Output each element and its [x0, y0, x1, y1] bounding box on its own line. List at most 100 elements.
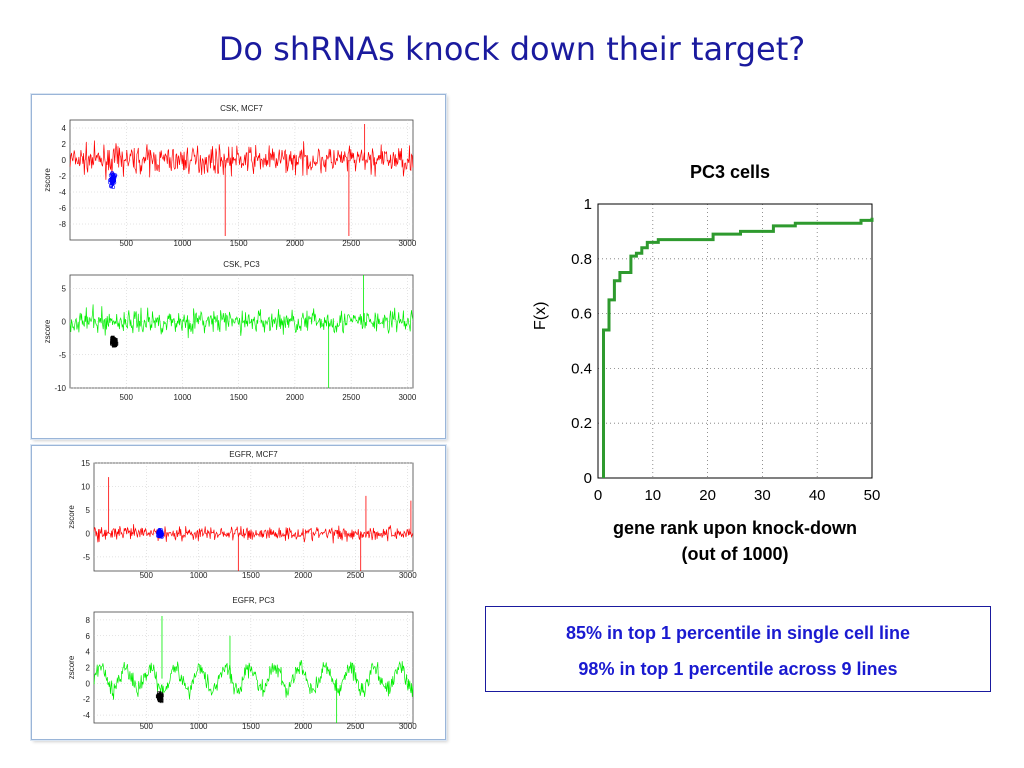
cdf-y-tick-label: 0.6 — [571, 306, 592, 323]
x-tick-label: 2500 — [347, 571, 365, 580]
plot-ylabel: zscore — [67, 505, 76, 529]
x-tick-label: 2000 — [286, 239, 304, 248]
x-tick-label: 2500 — [347, 722, 365, 731]
target-point — [108, 178, 112, 183]
x-tick-label: 1500 — [242, 722, 260, 731]
y-tick-label: 8 — [86, 616, 91, 625]
csk-mcf7-plot: CSK, MCF7 zscore 4 2 0 -2 -4 -6 -8 500 1000 1500 200… — [43, 104, 417, 248]
y-tick-label: -5 — [83, 553, 91, 562]
y-tick-label: -2 — [59, 172, 67, 181]
target-point — [157, 698, 162, 703]
plot-ylabel: zscore — [43, 168, 52, 192]
egfr-plots-svg: EGFR, MCF7 zscore 15 10 5 0 -5 500 1000 1500 2000 2… — [67, 450, 417, 731]
x-tick-label: 1500 — [242, 571, 260, 580]
y-tick-label: 0 — [86, 679, 91, 688]
cdf-y-tick-label: 0.8 — [571, 251, 592, 268]
y-tick-label: -8 — [59, 220, 67, 229]
cdf-x-tick-label: 30 — [754, 487, 771, 504]
target-point — [159, 534, 164, 539]
cdf-y-tick-label: 0 — [584, 470, 592, 487]
cdf-x-tick-label: 10 — [644, 487, 661, 504]
y-tick-label: 0 — [62, 318, 67, 327]
cdf-step-line — [602, 217, 874, 478]
csk-pc3-plot: CSK, PC3 zscore 5 0 -5 -10 500 1000 1500 2000 2500… — [43, 260, 417, 402]
x-tick-label: 1000 — [190, 571, 208, 580]
plot-frame — [93, 462, 414, 572]
stat-line-2: 98% in top 1 percentile across 9 lines — [578, 659, 898, 679]
y-tick-label: 2 — [86, 664, 91, 673]
x-tick-label: 3000 — [399, 571, 417, 580]
target-point — [159, 528, 164, 533]
x-tick-label: 500 — [140, 722, 154, 731]
plot-frame — [69, 119, 414, 241]
cdf-xlabel: gene rank upon knock-down (out of 1000) — [570, 515, 900, 567]
cdf-x-tick-label: 40 — [809, 487, 826, 504]
cdf-svg: 00.20.40.60.810 10 20 30 40 50 — [571, 196, 881, 504]
plot-title: EGFR, MCF7 — [229, 450, 278, 459]
y-tick-label: 2 — [62, 140, 67, 149]
cdf-title: PC3 cells — [689, 162, 771, 182]
target-point — [159, 530, 164, 534]
cdf-y-tick-label: 1 — [584, 196, 592, 213]
target-point — [110, 336, 115, 341]
cdf-xlabel-line-2: (out of 1000) — [681, 544, 789, 564]
y-tick-label: 0 — [62, 156, 67, 165]
target-point — [158, 696, 163, 700]
y-tick-label: -5 — [59, 351, 67, 360]
cdf-x-tick-label: 0 — [594, 487, 602, 504]
plot-ylabel: zscore — [43, 319, 52, 343]
y-tick-label: 6 — [86, 632, 91, 641]
x-tick-label: 500 — [120, 393, 134, 402]
x-tick-label: 2500 — [342, 393, 360, 402]
y-tick-label: 0 — [86, 529, 91, 538]
y-tick-label: 5 — [62, 284, 67, 293]
egfr-mcf7-plot: EGFR, MCF7 zscore 15 10 5 0 -5 500 1000 1500 2000 2… — [67, 450, 417, 580]
target-point — [157, 534, 162, 539]
y-tick-label: 4 — [62, 124, 67, 133]
x-tick-label: 1500 — [230, 239, 248, 248]
x-tick-label: 2500 — [342, 239, 360, 248]
stats-box: 85% in top 1 percentile in single cell l… — [485, 606, 991, 692]
target-point — [111, 179, 116, 184]
target-point — [108, 173, 113, 178]
y-tick-label: -6 — [59, 204, 67, 213]
y-tick-label: -10 — [54, 384, 66, 393]
egfr-pc3-plot: EGFR, PC3 zscore 8 6 4 2 0 -2 -4 500 1000 1500 2000 2… — [67, 596, 417, 731]
cdf-chart: PC3 cells F(x) 0 0.2 0.4 0.6 0.8 1 0 10 20 30 40 50… — [532, 150, 900, 580]
cdf-y-tick-label: 0.4 — [571, 360, 592, 377]
target-point — [110, 179, 115, 183]
plot-title: EGFR, PC3 — [232, 596, 275, 605]
slide-title: Do shRNAs knock down their target? — [218, 30, 806, 68]
y-tick-label: -4 — [59, 188, 67, 197]
cdf-y-tick-label: 0.2 — [571, 415, 592, 432]
cdf-x-tick-label: 50 — [864, 487, 881, 504]
csk-plots-panel: CSK, MCF7 zscore 4 2 0 -2 -4 -6 -8 500 1000 1500 200… — [31, 94, 446, 439]
x-tick-label: 2000 — [294, 571, 312, 580]
plot-title: CSK, PC3 — [223, 260, 260, 269]
target-point — [110, 181, 115, 186]
x-tick-label: 1000 — [174, 239, 192, 248]
plot-title: CSK, MCF7 — [220, 104, 263, 113]
plot-ylabel: zscore — [67, 655, 76, 679]
x-tick-label: 1000 — [174, 393, 192, 402]
x-tick-label: 3000 — [399, 722, 417, 731]
y-tick-label: 15 — [81, 459, 90, 468]
target-point — [158, 530, 163, 535]
csk-plots-svg: CSK, MCF7 zscore 4 2 0 -2 -4 -6 -8 500 1000 1500 200… — [43, 104, 417, 402]
zscore-series-line — [69, 304, 414, 339]
x-tick-label: 500 — [140, 571, 154, 580]
zscore-series-line — [93, 524, 414, 544]
cdf-x-tick-label: 20 — [699, 487, 716, 504]
target-point — [112, 178, 116, 183]
egfr-plots-panel: EGFR, MCF7 zscore 15 10 5 0 -5 500 1000 1500 2000 2… — [31, 445, 446, 740]
y-tick-label: 10 — [81, 482, 90, 491]
x-tick-label: 3000 — [398, 393, 416, 402]
y-tick-label: -2 — [83, 695, 91, 704]
zscore-series-line — [69, 140, 414, 180]
target-point — [113, 173, 118, 178]
target-point — [109, 172, 114, 177]
target-point — [112, 341, 117, 346]
cdf-frame — [597, 203, 873, 479]
x-tick-label: 1500 — [230, 393, 248, 402]
x-tick-label: 1000 — [190, 722, 208, 731]
